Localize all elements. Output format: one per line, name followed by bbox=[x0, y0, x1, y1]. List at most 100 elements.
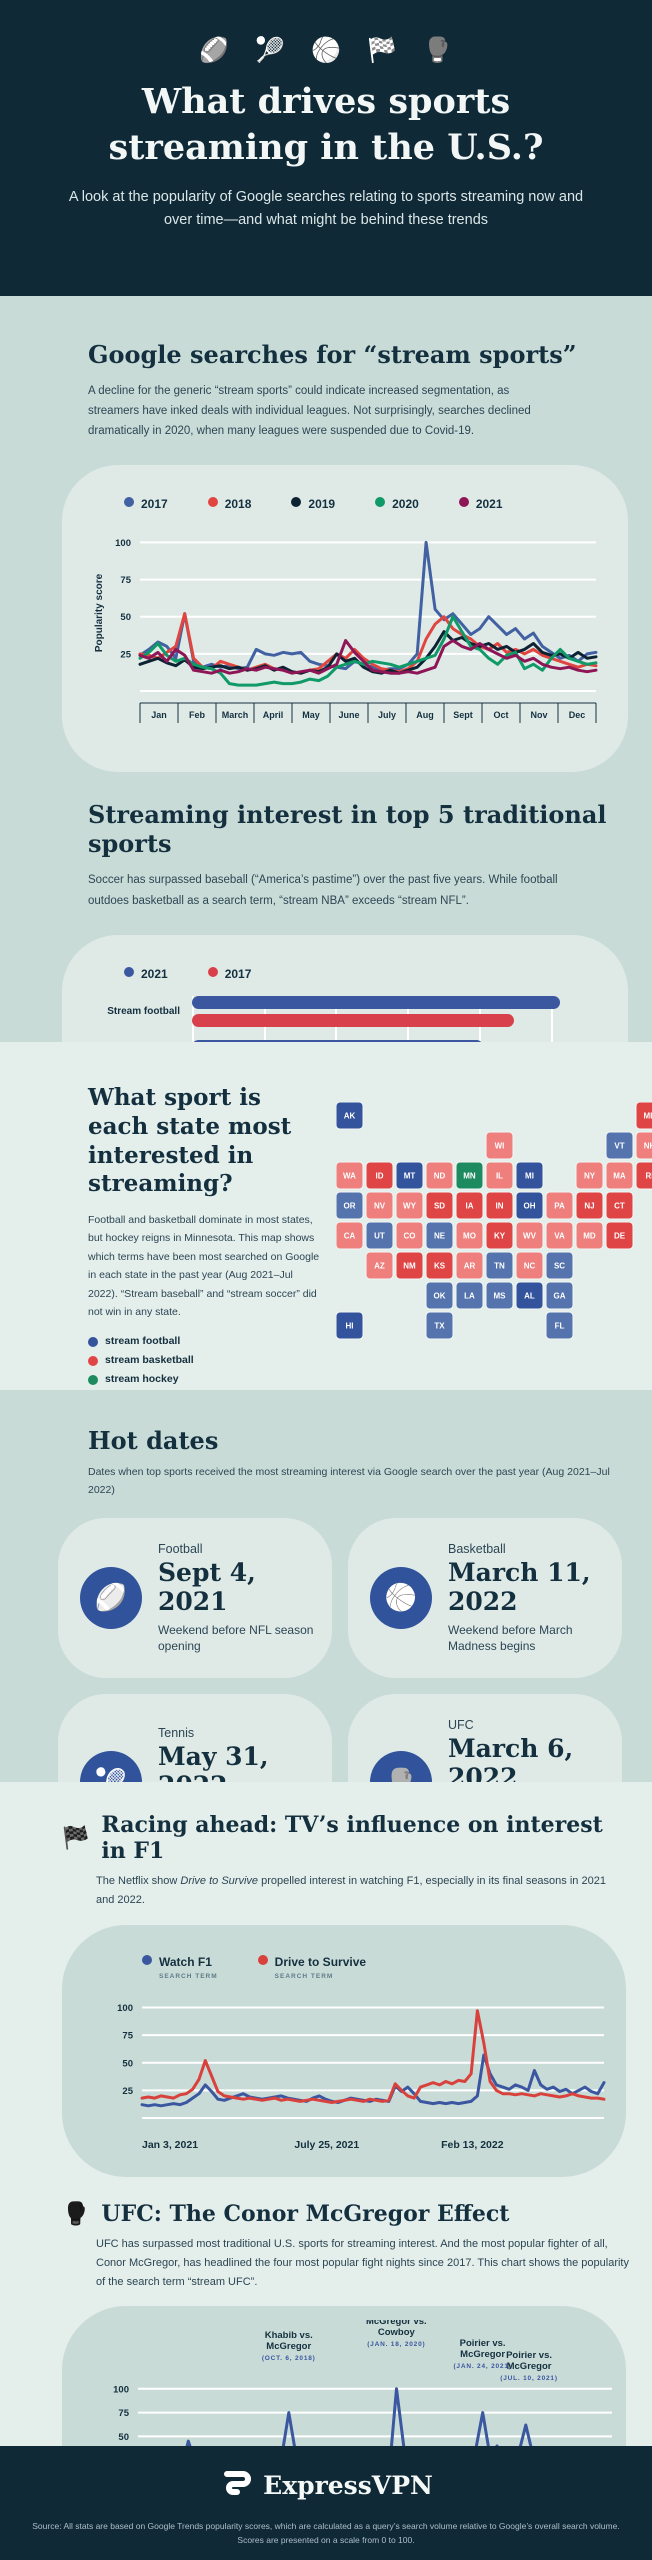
svg-text:Feb 13, 2022: Feb 13, 2022 bbox=[441, 2139, 504, 2151]
svg-text:NE: NE bbox=[434, 1232, 446, 1241]
state-WA: WA bbox=[335, 1161, 364, 1190]
legend-label: 2018 bbox=[224, 497, 252, 512]
state-AR: AR bbox=[455, 1251, 484, 1280]
legend-dot bbox=[458, 497, 469, 508]
top5-legend: 2021 2017 bbox=[124, 965, 606, 983]
svg-text:50: 50 bbox=[122, 2058, 133, 2069]
legend-item-2019: 2019 bbox=[291, 495, 335, 513]
legend-dot bbox=[291, 497, 302, 508]
header-sport-icons: 🏈 🎾 🏀 🏁 🥊 bbox=[0, 36, 652, 65]
svg-text:75: 75 bbox=[118, 2408, 129, 2419]
state-SC: SC bbox=[545, 1251, 574, 1280]
state-ME: ME bbox=[635, 1101, 652, 1130]
stream-sports-legend: 2017 2018 2019 2020 2021 bbox=[124, 495, 606, 513]
bar-gridline bbox=[550, 995, 553, 1042]
stream-sports-line-chart: 25 50 75 100 Jan Feb March April May June July Aug S… bbox=[94, 538, 598, 724]
state-CA: CA bbox=[335, 1221, 364, 1250]
svg-text:NJ: NJ bbox=[584, 1202, 594, 1211]
expressvpn-logo-icon bbox=[224, 2471, 252, 2495]
hot-dates-grid: 🏈 Football Sept 4, 2021 Weekend before N… bbox=[58, 1517, 622, 1782]
state-UT: UT bbox=[365, 1221, 394, 1250]
state-MO: MO bbox=[455, 1221, 484, 1250]
svg-text:Poirier vs.: Poirier vs. bbox=[506, 2350, 552, 2361]
state-TX: TX bbox=[425, 1311, 454, 1340]
svg-text:VT: VT bbox=[614, 1142, 624, 1151]
tennis-ball-icon: 🎾 bbox=[80, 1751, 142, 1782]
top5-heading: Streaming interest in top 5 traditional … bbox=[88, 800, 607, 859]
state-TN: TN bbox=[485, 1251, 514, 1280]
ufc-heading-row: 🥊 UFC: The Conor McGregor Effect bbox=[62, 2201, 626, 2227]
svg-text:CA: CA bbox=[344, 1232, 356, 1241]
svg-text:MO: MO bbox=[463, 1232, 476, 1241]
state-IN: IN bbox=[485, 1191, 514, 1220]
state-IL: IL bbox=[485, 1161, 514, 1190]
bar-2021-stream-basketball bbox=[192, 1039, 484, 1042]
top5-bar-chart: Stream footballStream basketballStream s… bbox=[88, 995, 606, 1042]
f1-legend: Watch F1 SEARCH TERM Drive to Survive SE… bbox=[142, 1953, 608, 1980]
footer: ExpressVPN Source: All stats are based o… bbox=[0, 2446, 652, 2560]
page-subtitle: A look at the popularity of Google searc… bbox=[68, 189, 584, 229]
svg-text:WI: WI bbox=[495, 1142, 505, 1151]
legend-label: stream basketball bbox=[105, 1354, 194, 1367]
legend-label: 2021 bbox=[141, 966, 168, 981]
state-ND: ND bbox=[425, 1161, 454, 1190]
legend-dot bbox=[124, 497, 134, 508]
header: 🏈 🎾 🏀 🏁 🥊 What drives sports streaming in th… bbox=[0, 0, 652, 296]
svg-text:AK: AK bbox=[344, 1112, 356, 1121]
svg-text:NY: NY bbox=[584, 1172, 596, 1181]
legend-dot bbox=[124, 966, 134, 977]
state-DE: DE bbox=[605, 1221, 634, 1250]
hot-date-value: May 31, 2022 bbox=[158, 1742, 269, 1782]
svg-text:Nov: Nov bbox=[530, 710, 547, 720]
map-body: Football and basketball dominate in most… bbox=[88, 1214, 320, 1318]
state-AK: AK bbox=[335, 1101, 364, 1130]
svg-text:MN: MN bbox=[463, 1172, 476, 1181]
state-MS: MS bbox=[485, 1281, 514, 1310]
svg-text:July 25, 2021: July 25, 2021 bbox=[294, 2139, 359, 2151]
state-MA: MA bbox=[605, 1161, 634, 1190]
hot-dates-subtitle: Dates when top sports received the most … bbox=[88, 1466, 610, 1497]
svg-text:(JUL. 10, 2021): (JUL. 10, 2021) bbox=[500, 2375, 558, 2382]
svg-text:MA: MA bbox=[613, 1172, 626, 1181]
svg-text:OR: OR bbox=[344, 1202, 356, 1211]
svg-text:McGregor: McGregor bbox=[507, 2361, 552, 2372]
state-VA: VA bbox=[545, 1221, 574, 1250]
state-RI: RI bbox=[635, 1161, 652, 1190]
svg-text:McGregor vs.: McGregor vs. bbox=[366, 2320, 427, 2327]
svg-text:Oct: Oct bbox=[493, 710, 508, 720]
svg-text:(JAN. 18, 2020): (JAN. 18, 2020) bbox=[367, 2341, 425, 2348]
state-IA: IA bbox=[455, 1191, 484, 1220]
state-MD: MD bbox=[575, 1221, 604, 1250]
svg-text:KS: KS bbox=[434, 1262, 446, 1271]
svg-text:ID: ID bbox=[376, 1172, 384, 1181]
svg-text:WA: WA bbox=[343, 1172, 356, 1181]
state-HI: HI bbox=[335, 1311, 364, 1340]
state-SD: SD bbox=[425, 1191, 454, 1220]
map-legend-item-basketball: stream basketball bbox=[88, 1354, 320, 1367]
legend-label: 2019 bbox=[308, 497, 336, 512]
legend-dot bbox=[375, 497, 386, 508]
us-states-map: AK ME WI VT NH WA ID MT ND MN IL MI NY MA RI OR NV WY SD IA… bbox=[335, 1101, 652, 1340]
page-title: What drives sports streaming in the U.S.… bbox=[108, 81, 544, 168]
section-hot-dates: Hot dates Dates when top sports received… bbox=[0, 1390, 652, 1782]
svg-text:SD: SD bbox=[434, 1202, 445, 1211]
state-NV: NV bbox=[365, 1191, 394, 1220]
legend-sublabel: SEARCH TERM bbox=[159, 1972, 218, 1980]
svg-text:25: 25 bbox=[120, 650, 131, 661]
section-state-map: What sport is each state most interested… bbox=[0, 1042, 652, 1390]
svg-text:NM: NM bbox=[403, 1262, 416, 1271]
map-legend-item-hockey: stream hockey bbox=[88, 1373, 320, 1386]
section-f1-ufc: 🏁 Racing ahead: TV’s influence on intere… bbox=[0, 1782, 652, 2446]
svg-text:(OCT. 6, 2018): (OCT. 6, 2018) bbox=[262, 2355, 316, 2362]
state-PA: PA bbox=[545, 1191, 574, 1220]
svg-text:NH: NH bbox=[644, 1142, 652, 1151]
svg-text:July: July bbox=[378, 710, 396, 720]
state-OK: OK bbox=[425, 1281, 454, 1310]
svg-text:McGregor: McGregor bbox=[266, 2341, 311, 2352]
svg-text:75: 75 bbox=[120, 575, 131, 586]
legend-dot bbox=[257, 1954, 268, 1965]
state-OH: OH bbox=[515, 1191, 544, 1220]
svg-text:CO: CO bbox=[404, 1232, 416, 1241]
svg-text:DE: DE bbox=[614, 1232, 626, 1241]
